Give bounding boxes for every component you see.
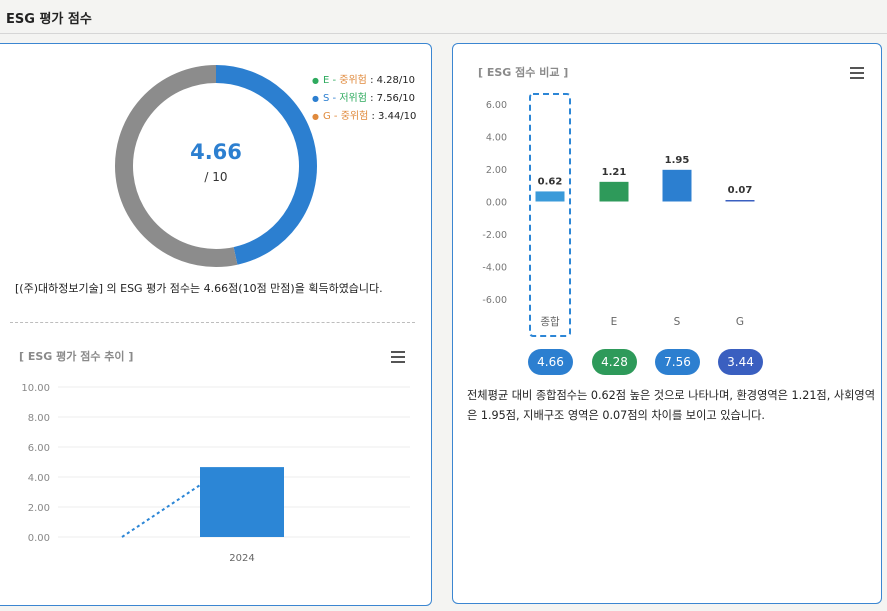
- comparison-bar: [662, 169, 692, 202]
- bar-data-label: 0.62: [538, 176, 563, 187]
- donut-center: 4.66 / 10: [116, 140, 316, 184]
- comparison-menu-icon[interactable]: [850, 67, 864, 82]
- comparison-bar: [725, 200, 755, 202]
- legend-dot-icon: ●: [312, 112, 319, 121]
- section-divider: [10, 322, 415, 323]
- score-pill: 3.44: [718, 349, 763, 375]
- esg-score-card: 4.66 / 10 ● E - 중위험 : 4.28/10 ● S - 저위험 : 7…: [0, 43, 432, 606]
- donut-slice-remaining: [115, 65, 238, 267]
- comparison-bar: [535, 191, 565, 202]
- legend-letter: E -: [322, 75, 340, 86]
- highlight-frame: [529, 93, 571, 337]
- x-tick-label: S: [674, 316, 681, 328]
- y-tick-label: -2.00: [482, 230, 507, 241]
- y-tick-label: 0.00: [28, 533, 50, 544]
- x-tick-label: 2024: [229, 553, 254, 564]
- score-pill: 4.28: [592, 349, 637, 375]
- y-tick-label: 6.00: [28, 443, 50, 454]
- y-tick-label: 2.00: [28, 503, 50, 514]
- x-tick-label: E: [611, 316, 618, 328]
- legend-dot-icon: ●: [312, 94, 319, 103]
- score-legend: ● E - 중위험 : 4.28/10 ● S - 저위험 : 7.56/10 ● G -…: [312, 72, 416, 126]
- legend-item: ● E - 중위험 : 4.28/10: [312, 72, 416, 90]
- trend-line: [121, 484, 201, 538]
- comparison-title: [ ESG 점수 비교 ]: [478, 66, 569, 79]
- page-title: ESG 평가 점수: [6, 12, 92, 27]
- comparison-description: 전체평균 대비 종합점수는 0.62점 높은 것으로 나타나며, 환경영역은 1…: [467, 389, 876, 422]
- legend-risk: 저위험: [339, 93, 367, 104]
- x-tick-label: G: [736, 316, 744, 328]
- legend-letter: S -: [322, 93, 340, 104]
- legend-letter: G -: [322, 111, 341, 122]
- score-pill: 4.66: [528, 349, 573, 375]
- legend-item: ● G - 중위험 : 3.44/10: [312, 108, 416, 126]
- y-tick-label: -4.00: [482, 263, 507, 274]
- comparison-bar: [599, 181, 629, 202]
- legend-score: : 4.28/10: [366, 75, 415, 86]
- comparison-chart: -6.00 -4.00 -2.00 0.00 2.00 4.00 6.00 0.62 종합 1.2…: [482, 93, 755, 337]
- trend-menu-icon[interactable]: [391, 351, 405, 366]
- score-description: [(주)대하정보기술] 의 ESG 평가 점수는 4.66점(10점 만점)을 …: [15, 282, 383, 295]
- legend-risk: 중위험: [339, 75, 367, 86]
- score-pills: 4.66 4.28 7.56 3.44: [453, 349, 883, 377]
- score-donut-chart: [115, 65, 317, 267]
- esg-comparison-card: [ ESG 점수 비교 ] -6.00 -4.00 -2.00 0.00 2.00 4.0…: [452, 43, 882, 604]
- legend-item: ● S - 저위험 : 7.56/10: [312, 90, 416, 108]
- trend-title: [ ESG 평가 점수 추이 ]: [19, 350, 134, 363]
- bar-data-label: 1.21: [602, 167, 627, 178]
- bar-data-label: 1.95: [665, 155, 690, 166]
- y-tick-label: 2.00: [486, 165, 507, 176]
- score-pill: 7.56: [655, 349, 700, 375]
- bar-data-label: 0.07: [728, 185, 753, 196]
- y-tick-label: 4.00: [28, 473, 50, 484]
- legend-score: : 3.44/10: [368, 111, 417, 122]
- trend-chart: 0.00 2.00 4.00 6.00 8.00 10.00 2024: [21, 383, 410, 564]
- y-tick-label: 6.00: [486, 100, 507, 111]
- y-tick-label: -6.00: [482, 295, 507, 306]
- total-score-value: 4.66: [190, 140, 242, 164]
- y-tick-label: 0.00: [486, 198, 507, 209]
- legend-score: : 7.56/10: [366, 93, 416, 104]
- y-tick-label: 4.00: [486, 133, 507, 144]
- header-divider: [0, 33, 887, 34]
- y-tick-label: 8.00: [28, 413, 50, 424]
- legend-risk: 중위험: [340, 111, 369, 122]
- total-score-max: / 10: [204, 170, 228, 184]
- legend-dot-icon: ●: [312, 76, 319, 85]
- x-tick-label: 종합: [540, 316, 560, 328]
- y-tick-label: 10.00: [21, 383, 50, 394]
- donut-slice-score: [215, 65, 317, 265]
- trend-bar: [200, 467, 284, 537]
